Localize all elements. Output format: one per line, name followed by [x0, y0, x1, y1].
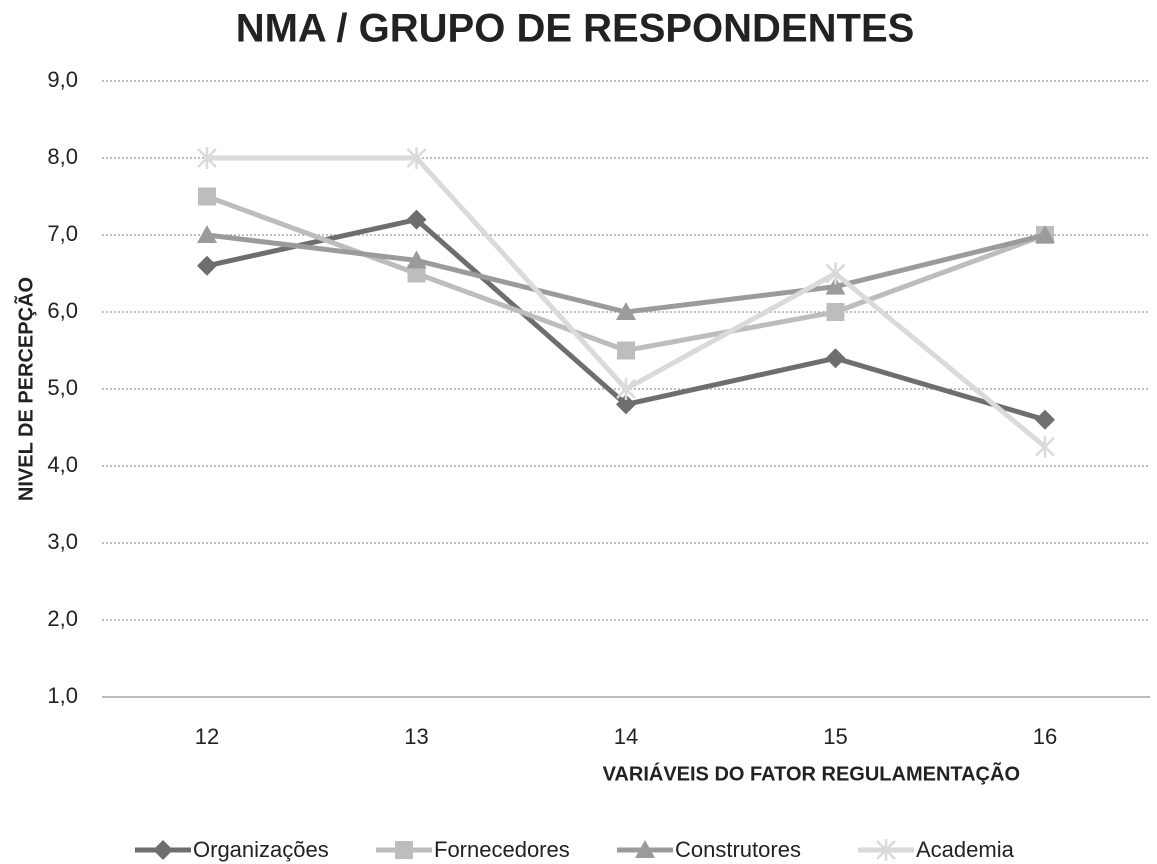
data-point	[406, 147, 427, 169]
legend-marker	[876, 839, 896, 861]
series-line	[206, 194, 1046, 353]
y-tick-label: 3,0	[47, 529, 78, 554]
data-point	[826, 303, 845, 321]
legend-label: Academia	[916, 837, 1015, 862]
data-point	[1035, 225, 1055, 243]
data-point	[825, 348, 846, 369]
legend-marker	[395, 841, 413, 859]
data-point	[1035, 435, 1055, 458]
y-tick-label: 7,0	[47, 221, 78, 246]
data-point	[1035, 409, 1055, 430]
data-point	[197, 255, 217, 276]
y-tick-label: 1,0	[47, 683, 78, 708]
x-tick-label: 12	[195, 724, 219, 749]
data-point	[197, 225, 217, 243]
x-tick-label: 16	[1033, 724, 1057, 749]
data-point	[406, 250, 427, 269]
data-point	[407, 264, 426, 283]
x-tick-label: 13	[404, 724, 428, 749]
y-tick-label: 6,0	[47, 298, 78, 323]
data-point	[616, 378, 636, 400]
y-tick-label: 4,0	[47, 452, 78, 477]
legend-label: Construtores	[675, 837, 801, 862]
x-tick-label: 15	[823, 724, 847, 749]
data-point	[616, 302, 636, 320]
series-line	[206, 232, 1046, 315]
data-point	[825, 262, 846, 285]
y-axis-label: NIVEL DE PERCEPÇÃO	[14, 277, 37, 501]
legend-marker	[635, 840, 655, 858]
data-point	[616, 394, 636, 415]
data-point	[825, 276, 846, 295]
y-tick-label: 2,0	[47, 606, 78, 631]
data-point	[617, 341, 635, 360]
x-tick-label: 14	[614, 724, 638, 749]
y-tick-label: 8,0	[47, 144, 78, 169]
legend-marker	[153, 840, 173, 860]
y-tick-label: 9,0	[47, 67, 78, 92]
data-point	[198, 187, 216, 206]
y-tick-label: 5,0	[47, 375, 78, 400]
data-point	[406, 209, 427, 230]
data-point	[197, 147, 217, 169]
x-axis-label: VARIÁVEIS DO FATOR REGULAMENTAÇÃO	[603, 762, 1020, 785]
chart-title: NMA / GRUPO DE RESPONDENTES	[236, 7, 915, 51]
legend-label: Organizações	[193, 837, 329, 862]
legend-label: Fornecedores	[434, 837, 570, 862]
